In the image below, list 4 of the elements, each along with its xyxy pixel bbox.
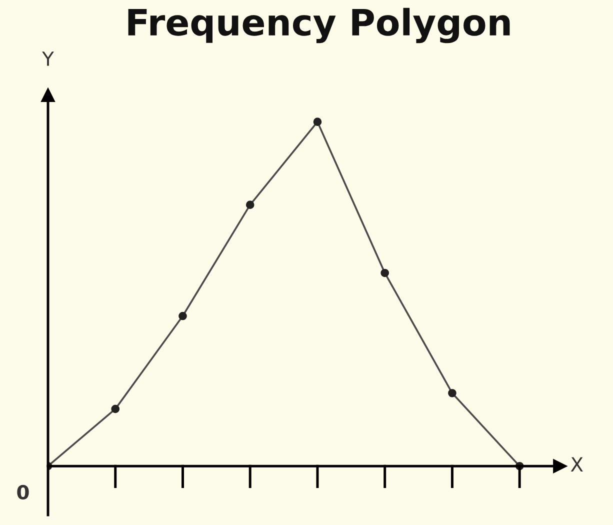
y-axis-title: Y [42,52,54,66]
chart-title: Frequency Polygon [128,8,510,44]
text: 0 [17,484,29,500]
x-axis-title: X [570,457,583,472]
